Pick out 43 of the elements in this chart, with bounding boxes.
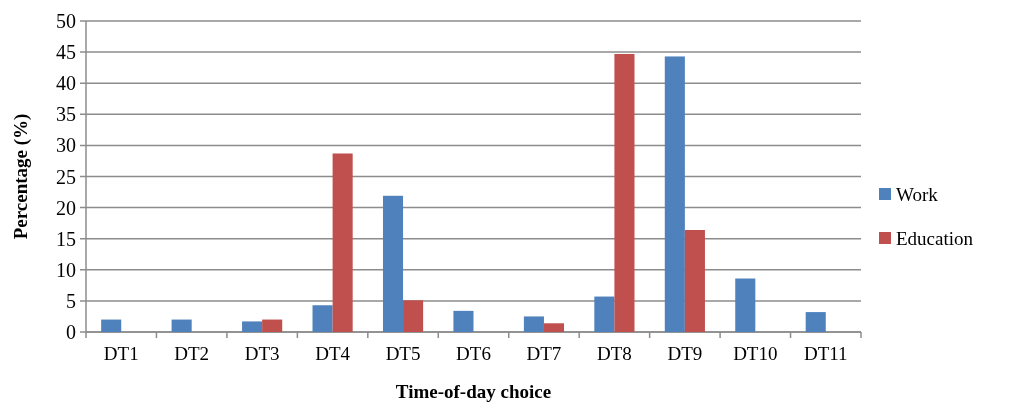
bar bbox=[171, 319, 192, 332]
legend-label: Education bbox=[896, 227, 974, 249]
bar bbox=[614, 53, 635, 332]
bar bbox=[594, 296, 615, 332]
y-tick-label: 10 bbox=[56, 258, 76, 281]
x-tick-label: DT4 bbox=[315, 343, 351, 364]
bar bbox=[453, 310, 474, 332]
bar bbox=[543, 323, 565, 332]
bar bbox=[664, 56, 685, 332]
x-tick-label: DT1 bbox=[103, 343, 139, 364]
y-axis-title: Percentage (%) bbox=[10, 113, 32, 240]
y-tick-label: 5 bbox=[66, 289, 76, 312]
bar bbox=[523, 316, 544, 332]
y-tick-label: 20 bbox=[56, 196, 76, 219]
bar bbox=[403, 300, 424, 332]
y-tick-label: 45 bbox=[56, 41, 76, 64]
legend-label: Work bbox=[896, 183, 939, 205]
y-tick-label: 15 bbox=[56, 227, 76, 250]
y-tick-label: 0 bbox=[66, 321, 76, 343]
x-tick-label: DT5 bbox=[385, 343, 421, 364]
x-tick-label: DT2 bbox=[174, 343, 210, 364]
x-tick-label: DT7 bbox=[526, 343, 562, 364]
bar bbox=[382, 195, 404, 332]
x-axis-title: Time-of-day choice bbox=[395, 381, 552, 402]
x-tick-label: DT11 bbox=[803, 343, 848, 364]
y-tick-label: 25 bbox=[56, 165, 76, 188]
y-tick-label: 30 bbox=[56, 134, 76, 157]
x-tick-label: DT8 bbox=[597, 343, 632, 364]
y-tick-label: 35 bbox=[56, 103, 76, 126]
bar bbox=[684, 229, 705, 332]
y-tick-label: 40 bbox=[56, 72, 76, 95]
bar bbox=[242, 321, 263, 332]
bar bbox=[262, 319, 283, 332]
x-tick-label: DT10 bbox=[733, 343, 778, 364]
y-tick-label: 50 bbox=[56, 10, 76, 32]
bar bbox=[312, 305, 333, 332]
bar bbox=[735, 278, 756, 332]
x-tick-label: DT3 bbox=[244, 343, 280, 364]
bar bbox=[332, 153, 353, 332]
x-tick-label: DT6 bbox=[456, 343, 491, 364]
x-tick-label: DT9 bbox=[667, 343, 703, 364]
bar bbox=[101, 319, 122, 332]
bar bbox=[805, 312, 826, 332]
